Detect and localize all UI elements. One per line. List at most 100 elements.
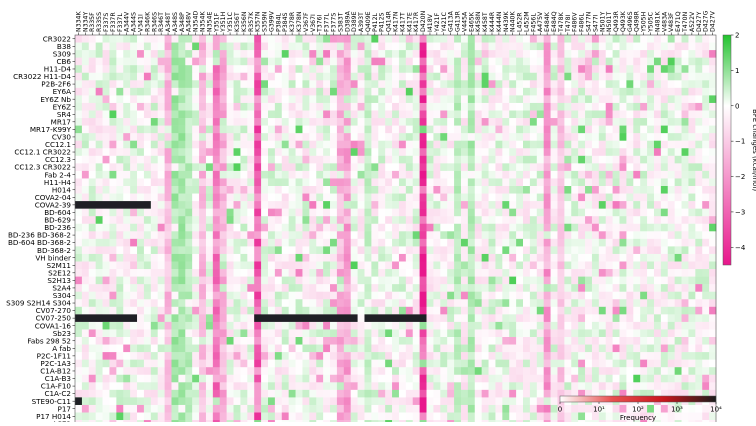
- heatmap-cell: [599, 299, 606, 307]
- heatmap-cell: [289, 413, 296, 421]
- heatmap-cell: [502, 65, 509, 73]
- heatmap-cell: [413, 194, 420, 202]
- heatmap-cell: [254, 163, 261, 171]
- heatmap-cell: [302, 390, 309, 398]
- heatmap-cell: [199, 111, 206, 119]
- heatmap-cell: [440, 367, 447, 375]
- heatmap-cell: [523, 284, 530, 292]
- heatmap-cell: [330, 35, 337, 43]
- heatmap-cell: [523, 382, 530, 390]
- heatmap-cell: [371, 307, 378, 315]
- heatmap-cell: [420, 216, 427, 224]
- heatmap-cell: [571, 254, 578, 262]
- heatmap-cell: [323, 58, 330, 66]
- heatmap-cell: [709, 367, 716, 375]
- heatmap-cell: [454, 171, 461, 179]
- heatmap-cell: [213, 43, 220, 51]
- heatmap-cell: [682, 95, 689, 103]
- heatmap-cell: [530, 337, 537, 345]
- heatmap-cell: [433, 375, 440, 383]
- heatmap-cell: [502, 292, 509, 300]
- heatmap-cell: [247, 126, 254, 134]
- heatmap-cell: [399, 43, 406, 51]
- heatmap-cell: [482, 322, 489, 330]
- heatmap-cell: [116, 163, 123, 171]
- heatmap-cell: [613, 299, 620, 307]
- heatmap-cell: [296, 148, 303, 156]
- heatmap-cell: [151, 337, 158, 345]
- heatmap-cell: [247, 65, 254, 73]
- heatmap-cell: [509, 156, 516, 164]
- heatmap-cell: [240, 345, 247, 353]
- heatmap-cell: [640, 209, 647, 217]
- heatmap-cell: [116, 231, 123, 239]
- heatmap-cell: [399, 239, 406, 247]
- heatmap-cell: [96, 382, 103, 390]
- heatmap-cell: [206, 88, 213, 96]
- heatmap-cell: [296, 284, 303, 292]
- heatmap-cell: [137, 246, 144, 254]
- heatmap-cell: [385, 163, 392, 171]
- heatmap-cell: [192, 397, 199, 405]
- heatmap-cell: [502, 405, 509, 413]
- heatmap-cell: [109, 209, 116, 217]
- heatmap-cell: [578, 345, 585, 353]
- heatmap-cell: [275, 367, 282, 375]
- heatmap-cell: [227, 133, 234, 141]
- heatmap-cell: [302, 88, 309, 96]
- heatmap-cell: [482, 360, 489, 368]
- heatmap-cell: [502, 111, 509, 119]
- heatmap-cell: [675, 216, 682, 224]
- heatmap-cell: [185, 171, 192, 179]
- heatmap-cell: [330, 337, 337, 345]
- heatmap-cell: [206, 209, 213, 217]
- heatmap-cell: [640, 224, 647, 232]
- heatmap-cell: [447, 103, 454, 111]
- heatmap-cell: [96, 269, 103, 277]
- heatmap-cell: [178, 337, 185, 345]
- heatmap-cell: [475, 118, 482, 126]
- heatmap-cell: [599, 329, 606, 337]
- heatmap-cell: [599, 231, 606, 239]
- heatmap-cell: [523, 50, 530, 58]
- heatmap-cell: [530, 88, 537, 96]
- heatmap-cell: [557, 148, 564, 156]
- heatmap-cell: [709, 345, 716, 353]
- heatmap-cell: [378, 307, 385, 315]
- heatmap-cell: [158, 186, 165, 194]
- heatmap-cell: [668, 375, 675, 383]
- heatmap-cell: [551, 345, 558, 353]
- heatmap-cell: [337, 390, 344, 398]
- heatmap-cell: [358, 171, 365, 179]
- heatmap-cell: [165, 148, 172, 156]
- heatmap-cell: [89, 239, 96, 247]
- heatmap-cell: [199, 148, 206, 156]
- heatmap-cell: [261, 292, 268, 300]
- heatmap-cell: [144, 133, 151, 141]
- heatmap-cell: [482, 413, 489, 421]
- heatmap-cell: [482, 209, 489, 217]
- heatmap-cell: [626, 58, 633, 66]
- heatmap-cell: [123, 118, 130, 126]
- heatmap-cell: [268, 118, 275, 126]
- heatmap-cell: [392, 390, 399, 398]
- heatmap-cell: [165, 322, 172, 330]
- heatmap-cell: [103, 390, 110, 398]
- heatmap-cell: [89, 103, 96, 111]
- heatmap-cell: [192, 88, 199, 96]
- heatmap-cell: [695, 58, 702, 66]
- heatmap-cell: [302, 337, 309, 345]
- heatmap-cell: [399, 209, 406, 217]
- heatmap-cell: [171, 352, 178, 360]
- heatmap-cell: [502, 307, 509, 315]
- heatmap-cell: [433, 141, 440, 149]
- heatmap-cell: [337, 375, 344, 383]
- heatmap-cell: [599, 148, 606, 156]
- heatmap-cell: [75, 367, 82, 375]
- heatmap-cell: [75, 329, 82, 337]
- heatmap-cell: [509, 277, 516, 285]
- heatmap-cell: [261, 171, 268, 179]
- heatmap-cell: [144, 35, 151, 43]
- heatmap-cell: [468, 397, 475, 405]
- heatmap-cell: [227, 73, 234, 81]
